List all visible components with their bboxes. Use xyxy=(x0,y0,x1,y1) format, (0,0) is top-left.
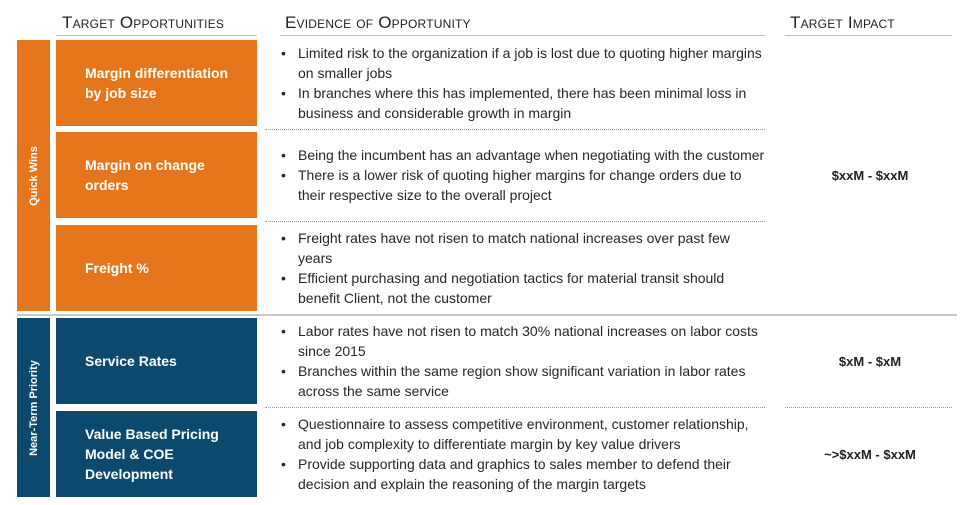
opportunity-freight: Freight % xyxy=(56,225,257,311)
evidence-change-orders: Being the incumbent has an advantage whe… xyxy=(265,132,765,218)
header-underline xyxy=(56,35,257,36)
evidence-value-based-pricing: Questionnaire to assess competitive envi… xyxy=(265,411,765,497)
group-label-quick-wins: Quick Wins xyxy=(17,40,50,311)
header-evidence: Evidence of Opportunity xyxy=(285,13,471,32)
opportunity-change-orders: Margin on change orders xyxy=(56,132,257,218)
opportunity-service-rates: Service Rates xyxy=(56,318,257,404)
evidence-bullet: Labor rates have not risen to match 30% … xyxy=(265,321,765,361)
header-target-impact: Target Impact xyxy=(790,13,895,32)
group-divider xyxy=(17,314,957,316)
evidence-bullet: There is a lower risk of quoting higher … xyxy=(265,165,765,205)
header-target-opportunities: Target Opportunities xyxy=(62,13,225,32)
row-separator xyxy=(265,129,765,130)
evidence-bullet: Questionnaire to assess competitive envi… xyxy=(265,414,765,454)
opportunity-value-based-pricing: Value Based Pricing Model & COE Developm… xyxy=(56,411,257,497)
group-label-near-term-priority: Near-Term Priority xyxy=(17,318,50,497)
row-separator xyxy=(265,407,765,408)
row-separator xyxy=(785,407,952,408)
evidence-bullet: Freight rates have not risen to match na… xyxy=(265,228,765,268)
evidence-service-rates: Labor rates have not risen to match 30% … xyxy=(265,318,765,404)
evidence-bullet: Limited risk to the organization if a jo… xyxy=(265,43,765,83)
evidence-bullet: Provide supporting data and graphics to … xyxy=(265,454,765,494)
evidence-bullet: Efficient purchasing and negotiation tac… xyxy=(265,268,765,308)
header-underline xyxy=(280,35,765,36)
impact-quick-wins: $xxM - $xxM xyxy=(831,168,909,183)
header-underline xyxy=(785,35,952,36)
evidence-bullet: Being the incumbent has an advantage whe… xyxy=(265,145,765,165)
evidence-bullet: In branches where this has implemented, … xyxy=(265,83,765,123)
row-separator xyxy=(265,221,765,222)
evidence-freight: Freight rates have not risen to match na… xyxy=(265,225,765,311)
evidence-margin-job-size: Limited risk to the organization if a jo… xyxy=(265,40,765,126)
impact-value-based-pricing: ~>$xxM - $xxM xyxy=(824,446,916,462)
impact-service-rates: $xM - $xM xyxy=(838,353,902,369)
opportunity-margin-job-size: Margin differentiation by job size xyxy=(56,40,257,126)
evidence-bullet: Branches within the same region show sig… xyxy=(265,361,765,401)
